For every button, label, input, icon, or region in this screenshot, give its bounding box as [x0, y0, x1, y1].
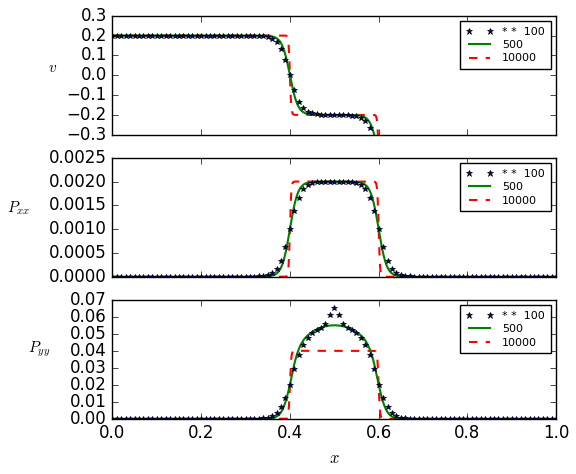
Legend: * *  100, 500, 10000: * * 100, 500, 10000 [460, 305, 551, 353]
Y-axis label: $v$: $v$ [48, 60, 57, 75]
Legend: * *  100, 500, 10000: * * 100, 500, 10000 [460, 21, 551, 69]
Y-axis label: $P_{xx}$: $P_{xx}$ [7, 200, 30, 217]
Legend: * *  100, 500, 10000: * * 100, 500, 10000 [460, 163, 551, 211]
X-axis label: $x$: $x$ [329, 449, 340, 467]
Y-axis label: $P_{yy}$: $P_{yy}$ [28, 340, 51, 359]
